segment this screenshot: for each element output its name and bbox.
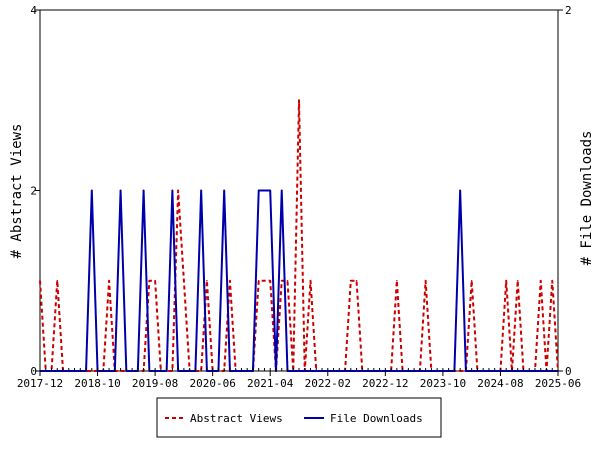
data-point-abstract-views — [470, 279, 473, 282]
data-point-abstract-views — [263, 279, 266, 282]
data-point-file-downloads — [200, 189, 202, 192]
data-point-file-downloads — [269, 189, 272, 192]
data-point-abstract-views — [551, 279, 554, 282]
data-point-file-downloads — [263, 189, 266, 192]
y-left-tick-label: 4 — [30, 4, 37, 17]
data-point-file-downloads — [257, 189, 260, 192]
x-tick-label: 2025-06 — [535, 377, 581, 390]
x-tick-label: 2019-08 — [132, 377, 178, 390]
data-point-abstract-views — [39, 279, 41, 282]
data-point-abstract-views — [206, 279, 208, 282]
data-point-abstract-views — [257, 279, 260, 282]
data-point-abstract-views — [177, 189, 179, 192]
x-tick-label: 2023-10 — [420, 377, 466, 390]
x-tick-label: 2020-06 — [189, 377, 235, 390]
axis-layer: 2017-12 2018-10 2019-08 2020-06 2021-04 2022-… — [17, 4, 581, 390]
data-point-abstract-views — [505, 279, 508, 282]
data-point-abstract-views — [280, 279, 283, 282]
data-point-file-downloads — [223, 189, 225, 192]
data-point-abstract-views — [355, 279, 358, 282]
data-point-file-downloads — [171, 189, 174, 192]
data-point-file-downloads — [119, 189, 122, 192]
data-point-abstract-views — [229, 279, 231, 282]
x-tick-label: 2022-12 — [362, 377, 408, 390]
x-tick-label: 2024-08 — [477, 377, 523, 390]
y-axis-left-label: # Abstract Views — [9, 124, 25, 259]
data-point-abstract-views — [154, 279, 156, 282]
x-tick-label: 2017-12 — [17, 377, 63, 390]
data-point-abstract-views — [183, 279, 185, 282]
data-point-abstract-views — [148, 279, 151, 282]
data-point-abstract-views — [516, 279, 519, 282]
data-point-abstract-views — [350, 279, 352, 282]
y-left-tick-label: 2 — [30, 185, 37, 198]
x-tick-label: 2022-02 — [305, 377, 351, 390]
x-tick-label: 2021-04 — [247, 377, 294, 390]
x-tick-label: 2018-10 — [74, 377, 120, 390]
plot-area — [39, 9, 559, 372]
y-right-tick-label: 2 — [565, 4, 572, 17]
data-point-abstract-views — [108, 279, 110, 282]
data-point-file-downloads — [280, 189, 283, 192]
data-point-abstract-views — [309, 279, 312, 282]
data-point-abstract-views — [286, 279, 289, 282]
data-point-abstract-views — [298, 99, 300, 102]
data-point-file-downloads — [91, 189, 93, 192]
data-point-abstract-views — [396, 279, 398, 282]
legend-label-abstract-views: Abstract Views — [190, 412, 283, 425]
data-point-abstract-views — [424, 279, 427, 282]
y-left-tick-label: 0 — [30, 365, 37, 378]
data-point-file-downloads — [142, 189, 145, 192]
legend: Abstract Views File Downloads — [156, 397, 442, 438]
legend-label-file-downloads: File Downloads — [330, 412, 423, 425]
data-point-file-downloads — [459, 189, 461, 192]
data-point-abstract-views — [269, 279, 272, 282]
y-axis-right-label: # File Downloads — [579, 131, 595, 266]
y-right-tick-label: 0 — [565, 365, 572, 378]
data-point-abstract-views — [56, 279, 59, 282]
data-point-abstract-views — [539, 279, 542, 282]
legend-box — [156, 397, 442, 438]
